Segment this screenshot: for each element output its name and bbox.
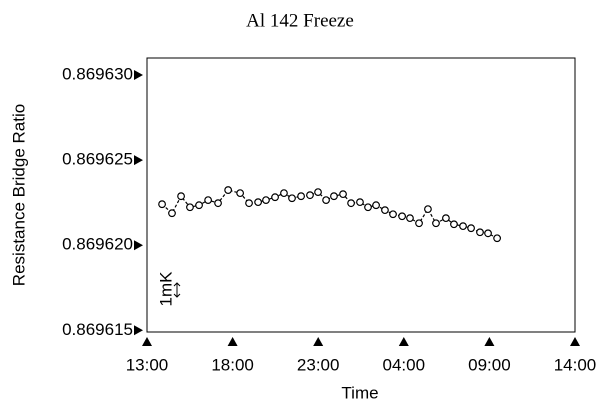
data-point [195,201,203,210]
data-point [288,194,296,203]
scale-arrow [173,282,181,298]
data-point [158,200,166,209]
data-point [271,193,279,202]
data-point [484,229,492,238]
data-point [442,214,450,223]
data-point [204,196,213,205]
data-point [168,209,176,218]
y-tick [134,70,143,81]
x-tick-label: 04:00 [383,355,426,374]
data-point [262,196,270,205]
x-tick [570,337,580,346]
x-tick-label: 18:00 [211,355,254,374]
x-tick [484,337,495,346]
data-point [398,212,406,221]
data-point [356,198,364,207]
data-point [280,189,288,198]
x-tick [142,337,152,346]
data-point [224,186,233,194]
data-point [372,201,380,210]
data-point [177,192,185,201]
y-axis-label: Resistance Bridge Ratio [9,104,28,286]
data-point [339,190,347,199]
data-point [389,210,397,219]
data-point [322,196,330,205]
data-point [493,234,502,243]
y-tick [134,325,143,336]
data-point [381,206,389,215]
data-point [424,205,432,214]
data-point [186,203,194,212]
data-point [406,214,414,223]
data-point [476,228,484,237]
data-point [415,219,423,228]
data-point [306,191,314,200]
y-tick-label: 0.869620 [62,235,133,254]
annotation: 1mK [156,271,175,307]
y-tick-label: 0.869625 [62,150,133,169]
data-point [245,199,253,208]
data-point [314,188,322,197]
data-point [450,220,458,229]
x-tick-label: 13:00 [126,355,169,374]
data-point [214,199,222,208]
x-tick [313,337,324,346]
data-point [459,222,467,231]
y-tick [134,155,143,166]
x-tick [398,337,409,346]
x-tick [227,337,238,346]
data-point [297,192,305,201]
chart-title: Al 142 Freeze [246,10,354,31]
x-tick-label: 14:00 [554,355,597,374]
x-axis-label: Time [341,383,378,402]
y-tick [134,240,143,251]
data-point [236,189,245,198]
data-point [467,224,475,233]
y-tick-label: 0.869630 [62,65,133,84]
data-point [432,219,440,228]
data-point [364,203,372,212]
data-point [330,192,338,201]
data-point [254,198,263,207]
data-point [347,199,355,208]
x-tick-label: 23:00 [297,355,340,374]
data-line [161,189,498,239]
x-tick-label: 09:00 [468,355,511,374]
plot-frame [146,57,576,333]
y-tick-label: 0.869615 [62,320,133,339]
